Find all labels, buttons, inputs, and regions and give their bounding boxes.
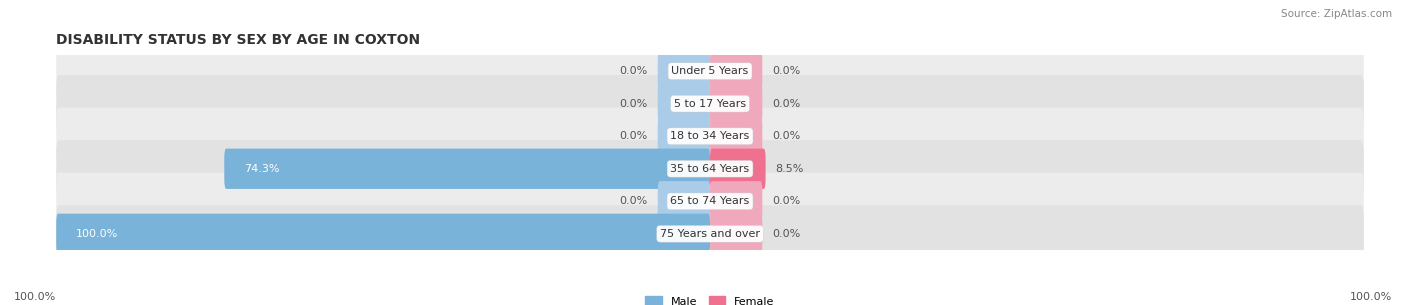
Text: 0.0%: 0.0% (772, 196, 800, 206)
FancyBboxPatch shape (710, 51, 762, 91)
FancyBboxPatch shape (710, 214, 762, 254)
Text: 0.0%: 0.0% (620, 131, 648, 141)
Text: 100.0%: 100.0% (14, 292, 56, 302)
FancyBboxPatch shape (658, 116, 710, 156)
FancyBboxPatch shape (658, 51, 710, 91)
Text: 74.3%: 74.3% (243, 164, 280, 174)
FancyBboxPatch shape (710, 181, 762, 221)
Text: 100.0%: 100.0% (1350, 292, 1392, 302)
Text: 0.0%: 0.0% (620, 66, 648, 76)
Text: 0.0%: 0.0% (620, 196, 648, 206)
FancyBboxPatch shape (56, 42, 1364, 100)
FancyBboxPatch shape (56, 205, 1364, 263)
Text: 0.0%: 0.0% (772, 131, 800, 141)
FancyBboxPatch shape (225, 149, 710, 189)
Text: 18 to 34 Years: 18 to 34 Years (671, 131, 749, 141)
FancyBboxPatch shape (710, 84, 762, 124)
Text: 0.0%: 0.0% (620, 99, 648, 109)
FancyBboxPatch shape (56, 214, 710, 254)
FancyBboxPatch shape (56, 75, 1364, 132)
Text: 100.0%: 100.0% (76, 229, 118, 239)
Text: 35 to 64 Years: 35 to 64 Years (671, 164, 749, 174)
FancyBboxPatch shape (658, 84, 710, 124)
Text: 0.0%: 0.0% (772, 229, 800, 239)
FancyBboxPatch shape (710, 116, 762, 156)
Text: 0.0%: 0.0% (772, 66, 800, 76)
FancyBboxPatch shape (710, 149, 766, 189)
Text: Source: ZipAtlas.com: Source: ZipAtlas.com (1281, 9, 1392, 19)
FancyBboxPatch shape (56, 140, 1364, 197)
Text: 0.0%: 0.0% (772, 99, 800, 109)
Legend: Male, Female: Male, Female (645, 296, 775, 305)
Text: 65 to 74 Years: 65 to 74 Years (671, 196, 749, 206)
Text: 5 to 17 Years: 5 to 17 Years (673, 99, 747, 109)
FancyBboxPatch shape (56, 108, 1364, 165)
Text: 75 Years and over: 75 Years and over (659, 229, 761, 239)
Text: 8.5%: 8.5% (776, 164, 804, 174)
FancyBboxPatch shape (56, 173, 1364, 230)
Text: Under 5 Years: Under 5 Years (672, 66, 748, 76)
Text: DISABILITY STATUS BY SEX BY AGE IN COXTON: DISABILITY STATUS BY SEX BY AGE IN COXTO… (56, 33, 420, 47)
FancyBboxPatch shape (658, 181, 710, 221)
